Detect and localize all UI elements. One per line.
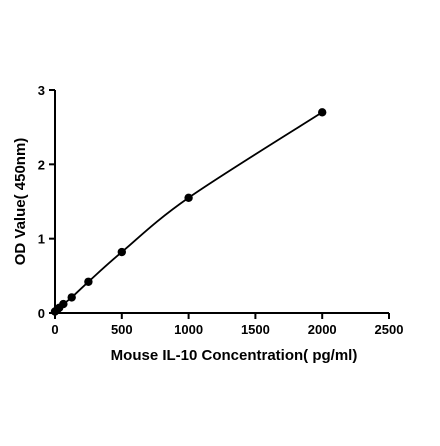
y-ticks: 0 1 2 3 [38, 83, 55, 321]
data-point [67, 293, 76, 302]
data-point [318, 108, 327, 117]
y-tick-label: 3 [38, 83, 45, 98]
data-points [50, 108, 327, 316]
data-point [184, 193, 193, 202]
data-point [84, 277, 93, 286]
x-tick-label: 2000 [308, 322, 337, 337]
x-tick-label: 1000 [174, 322, 203, 337]
y-tick-label: 2 [38, 157, 45, 172]
y-tick-label: 1 [38, 232, 45, 247]
data-point [59, 299, 68, 309]
fit-curve [54, 111, 323, 313]
y-axis-title: OD Value( 450nm) [12, 138, 29, 266]
axes [54, 90, 389, 314]
x-ticks: 0 500 1000 1500 2000 2500 [51, 313, 403, 337]
x-tick-label: 500 [111, 322, 133, 337]
x-tick-label: 1500 [241, 322, 270, 337]
x-axis-title: Mouse IL-10 Concentration( pg/ml) [111, 347, 358, 364]
y-tick-label: 0 [38, 306, 45, 321]
x-tick-label: 2500 [375, 322, 404, 337]
x-tick-label: 0 [51, 322, 58, 337]
data-point [117, 247, 127, 257]
